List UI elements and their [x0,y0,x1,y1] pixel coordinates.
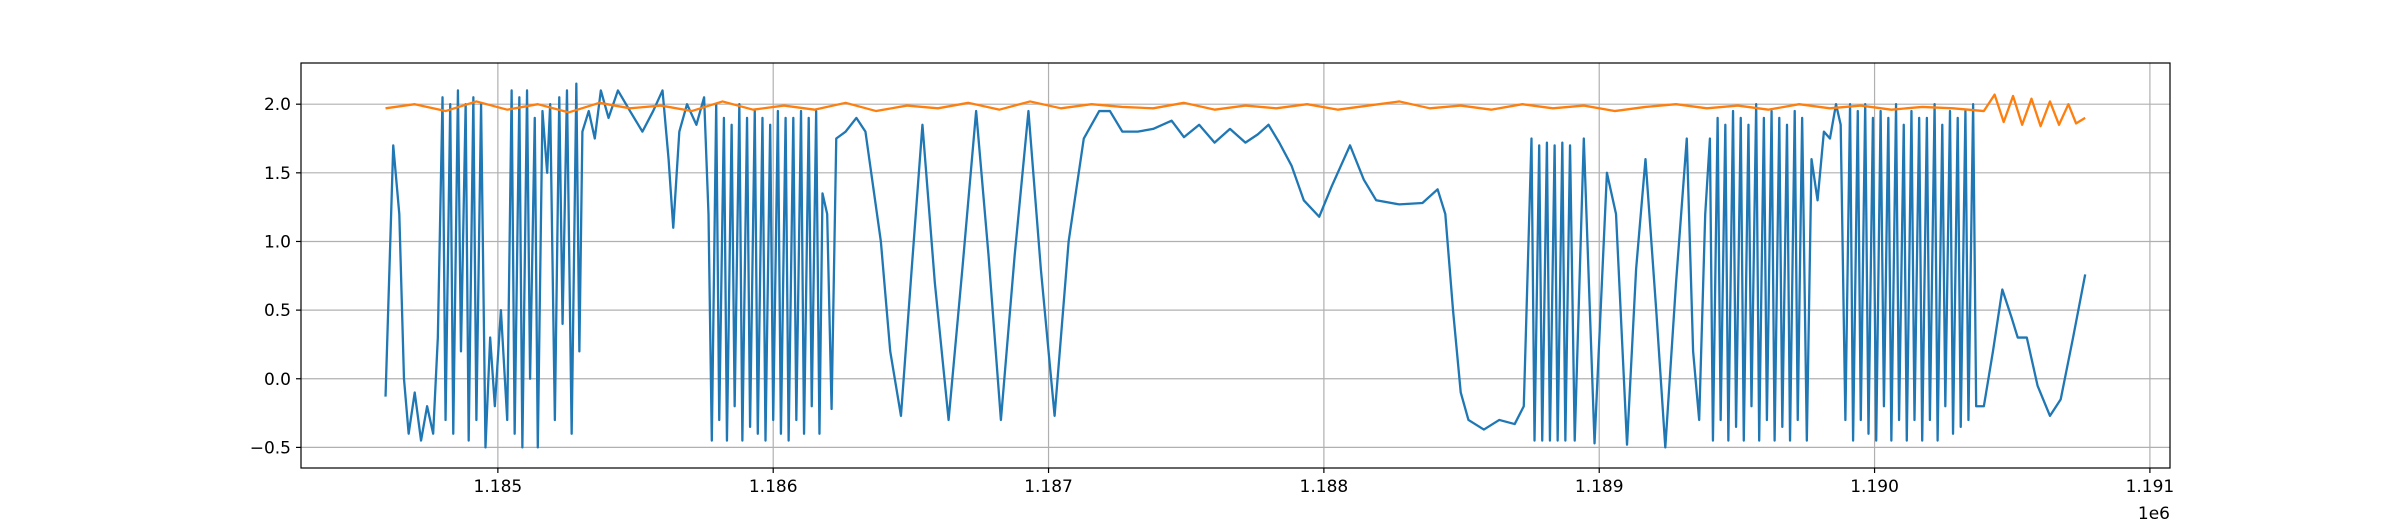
x-tick-label: 1.188 [1300,477,1349,497]
y-tick-label: −0.5 [250,438,291,458]
x-tick-label: 1.191 [2126,477,2175,497]
y-tick-label: 1.0 [264,232,291,252]
y-tick-label: 0.0 [264,370,291,390]
y-tick-label: 1.5 [264,164,291,184]
x-tick-label: 1.185 [474,477,523,497]
series-line [384,82,2087,449]
axes-frame [300,62,2171,469]
x-tick-label: 1.190 [1850,477,1899,497]
y-tick-label: 2.0 [264,95,291,115]
x-tick-label: 1.187 [1024,477,1073,497]
y-tick-label: 0.5 [264,301,291,321]
x-offset-label: 1e6 [2138,504,2170,524]
x-tick-label: 1.186 [749,477,798,497]
x-tick-label: 1.189 [1575,477,1624,497]
series-line [385,93,2086,128]
